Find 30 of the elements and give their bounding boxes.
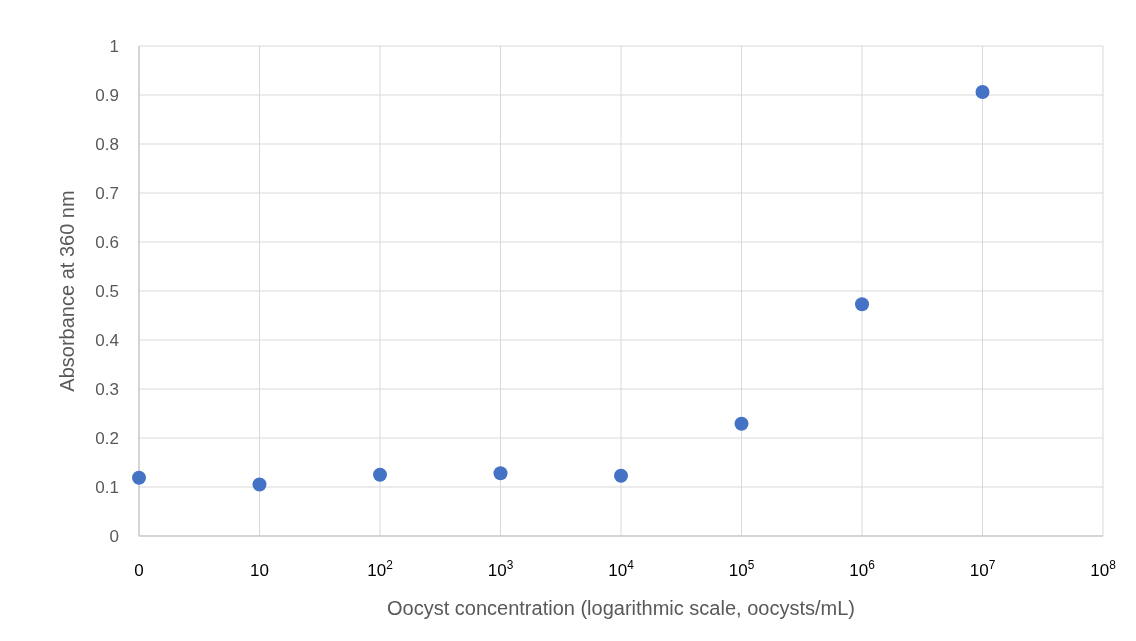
x-tick-label: 10$^{6}$	[849, 558, 876, 580]
point	[734, 416, 749, 431]
x-tick-label: 10$^{8}$	[1090, 558, 1117, 580]
point	[132, 470, 146, 485]
point	[373, 467, 387, 482]
point	[975, 85, 990, 100]
y-tick-label: 0.4	[95, 330, 119, 350]
x-tick-label: 0	[134, 561, 144, 580]
y-tick-label: 0.9	[95, 85, 119, 105]
y-tick-label: 1	[109, 36, 119, 56]
x-tick-label: 10$^{5}$	[728, 558, 755, 580]
point	[252, 477, 267, 492]
x-tick-label: 10$^{4}$	[608, 558, 635, 580]
x-tick-label: 10$^{2}$	[367, 558, 394, 580]
x-axis-title: Oocyst concentration (logarithmic scale, oocysts/mL)	[387, 597, 855, 619]
y-tick-label: 0.3	[95, 379, 119, 399]
x-tick-label: 10$^{3}$	[487, 558, 514, 580]
x-tick-label: 10$^{7}$	[969, 558, 996, 580]
y-tick-label: 0.6	[95, 232, 119, 252]
y-tick-label: 0	[109, 526, 119, 546]
y-tick-label: 0.7	[95, 183, 119, 203]
point	[855, 297, 869, 312]
y-tick-label: 0.2	[95, 428, 119, 448]
point	[614, 468, 628, 483]
x-tick-label: 10	[250, 561, 269, 580]
y-axis-title: Absorbance at 360 nm	[56, 190, 78, 392]
y-tick-label: 0.1	[95, 477, 119, 497]
y-tick-label: 0.5	[95, 281, 119, 301]
point	[493, 466, 508, 481]
y-tick-label: 0.8	[95, 134, 119, 154]
